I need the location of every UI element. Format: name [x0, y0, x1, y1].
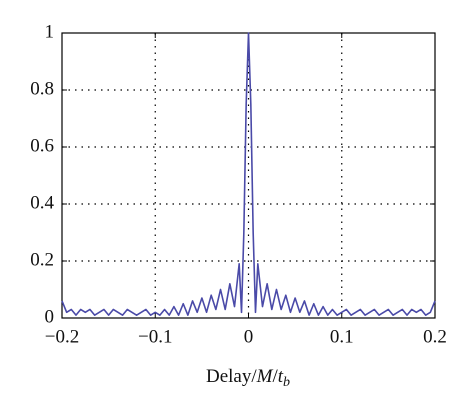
y-tick-label: 0 [45, 306, 55, 327]
x-label-part: b [283, 375, 290, 390]
y-tick-label: 0.8 [30, 78, 54, 99]
x-axis-label: Delay/M/tb [206, 366, 290, 390]
x-label-part: M [256, 366, 274, 387]
x-label-part: Delay/ [206, 366, 257, 387]
x-tick-label: −0.1 [138, 326, 172, 347]
x-tick-label: 0.2 [423, 326, 447, 347]
x-tick-label: 0.1 [330, 326, 354, 347]
data-line [61, 32, 436, 316]
y-tick-label: 1 [45, 21, 55, 42]
x-tick-label: −0.2 [45, 326, 79, 347]
plot-frame [61, 32, 436, 319]
y-tick-label: 0.2 [30, 249, 54, 270]
x-tick-label: 0 [244, 326, 254, 347]
x-label-part: / [272, 366, 278, 387]
x-label-part: t [278, 366, 284, 387]
y-tick-label: 0.4 [30, 192, 54, 213]
y-tick-label: 0.6 [30, 135, 54, 156]
